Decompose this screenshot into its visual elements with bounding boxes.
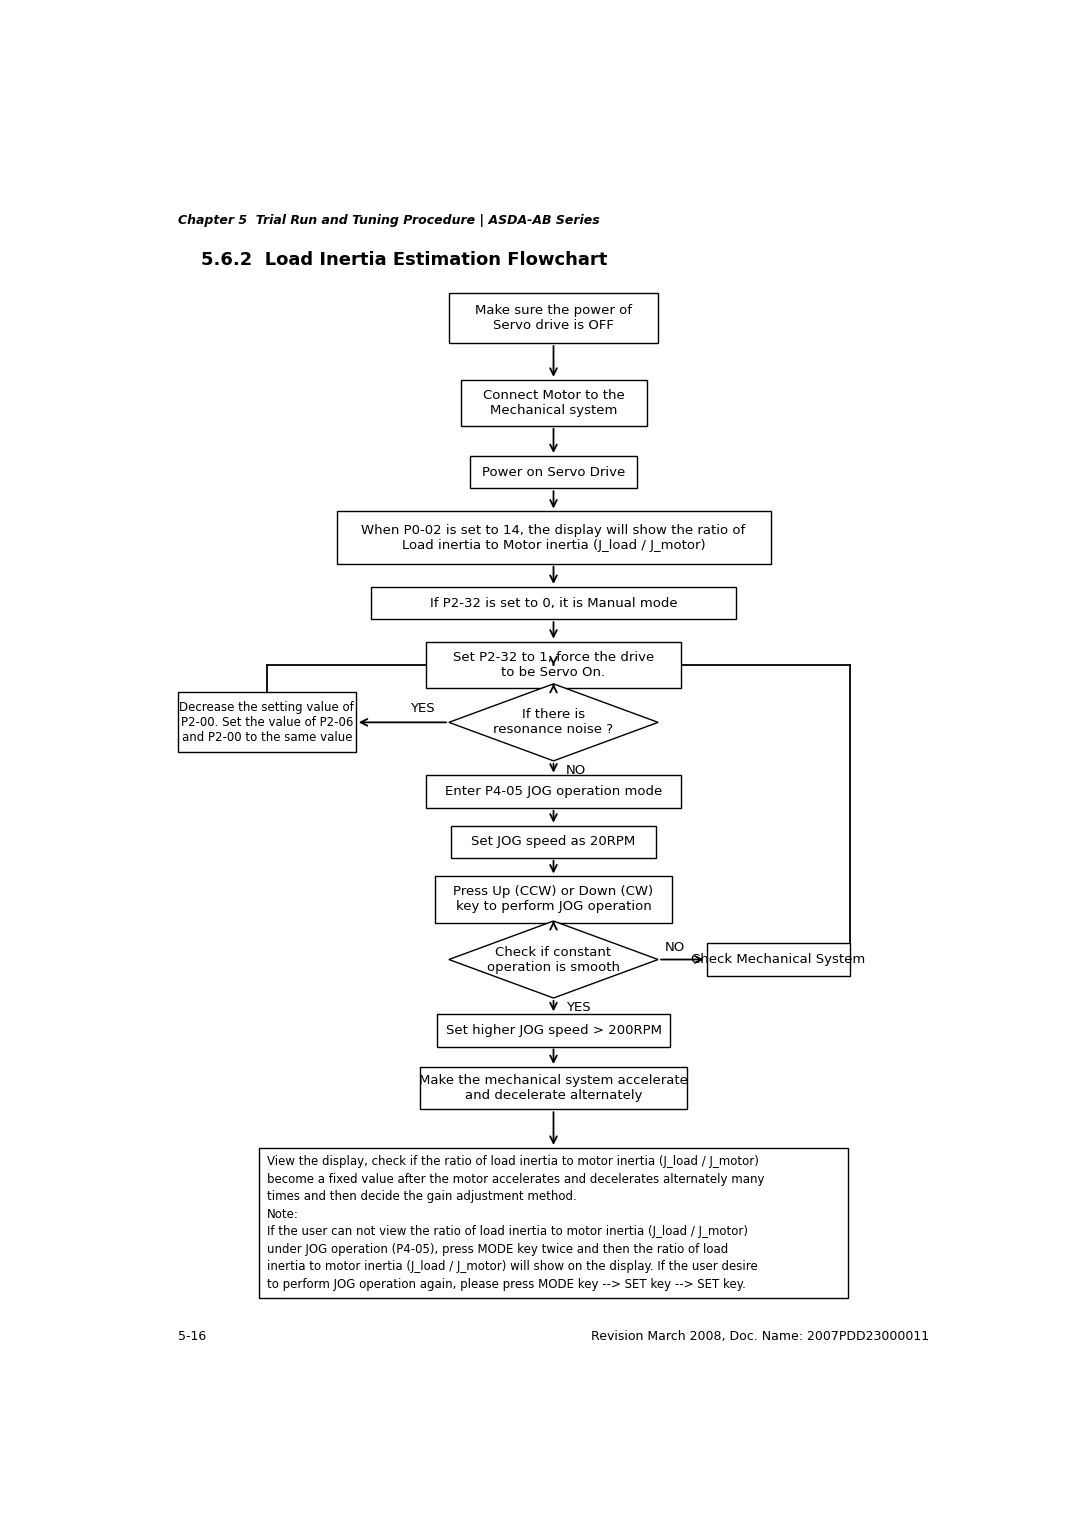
Text: Press Up (CCW) or Down (CW)
key to perform JOG operation: Press Up (CCW) or Down (CW) key to perfo… (454, 885, 653, 914)
Bar (460, 380, 647, 426)
Bar (435, 877, 672, 923)
Bar (372, 587, 735, 619)
Bar (259, 1148, 848, 1297)
Polygon shape (449, 921, 658, 998)
Text: Check if constant
operation is smooth: Check if constant operation is smooth (487, 946, 620, 973)
Text: NO: NO (566, 764, 586, 776)
Text: Power on Servo Drive: Power on Servo Drive (482, 466, 625, 478)
Text: Revision March 2008, Doc. Name: 2007PDD23000011: Revision March 2008, Doc. Name: 2007PDD2… (591, 1331, 930, 1343)
Bar (337, 512, 770, 564)
Text: Set JOG speed as 20RPM: Set JOG speed as 20RPM (471, 836, 636, 848)
Bar (426, 776, 681, 808)
Text: YES: YES (566, 1001, 591, 1013)
Bar (420, 1067, 687, 1109)
Bar (426, 642, 681, 688)
Text: 5.6.2  Load Inertia Estimation Flowchart: 5.6.2 Load Inertia Estimation Flowchart (201, 251, 607, 269)
Text: Enter P4-05 JOG operation mode: Enter P4-05 JOG operation mode (445, 785, 662, 798)
Text: Make sure the power of
Servo drive is OFF: Make sure the power of Servo drive is OF… (475, 304, 632, 332)
Bar (449, 293, 658, 344)
Bar (706, 943, 850, 976)
Text: Set P2-32 to 1, force the drive
to be Servo On.: Set P2-32 to 1, force the drive to be Se… (453, 651, 654, 678)
Text: If there is
resonance noise ?: If there is resonance noise ? (494, 709, 613, 736)
Text: NO: NO (664, 941, 685, 953)
Text: View the display, check if the ratio of load inertia to motor inertia (J_load / : View the display, check if the ratio of … (267, 1155, 765, 1291)
Text: When P0-02 is set to 14, the display will show the ratio of
Load inertia to Moto: When P0-02 is set to 14, the display wil… (362, 524, 745, 552)
Text: Decrease the setting value of
P2-00. Set the value of P2-06
and P2-00 to the sam: Decrease the setting value of P2-00. Set… (179, 701, 354, 744)
Text: Make the mechanical system accelerate
and decelerate alternately: Make the mechanical system accelerate an… (419, 1074, 688, 1102)
Text: Chapter 5  Trial Run and Tuning Procedure | ASDA-AB Series: Chapter 5 Trial Run and Tuning Procedure… (177, 214, 599, 228)
Bar (177, 692, 356, 752)
Polygon shape (449, 685, 658, 761)
Bar (450, 825, 657, 857)
Text: Set higher JOG speed > 200RPM: Set higher JOG speed > 200RPM (446, 1024, 661, 1038)
Text: 5-16: 5-16 (177, 1331, 206, 1343)
Text: Connect Motor to the
Mechanical system: Connect Motor to the Mechanical system (483, 388, 624, 417)
Text: YES: YES (410, 701, 435, 715)
Bar (470, 455, 637, 489)
Bar (437, 1015, 670, 1047)
Text: If P2-32 is set to 0, it is Manual mode: If P2-32 is set to 0, it is Manual mode (430, 596, 677, 610)
Text: Check Mechanical System: Check Mechanical System (691, 953, 865, 966)
